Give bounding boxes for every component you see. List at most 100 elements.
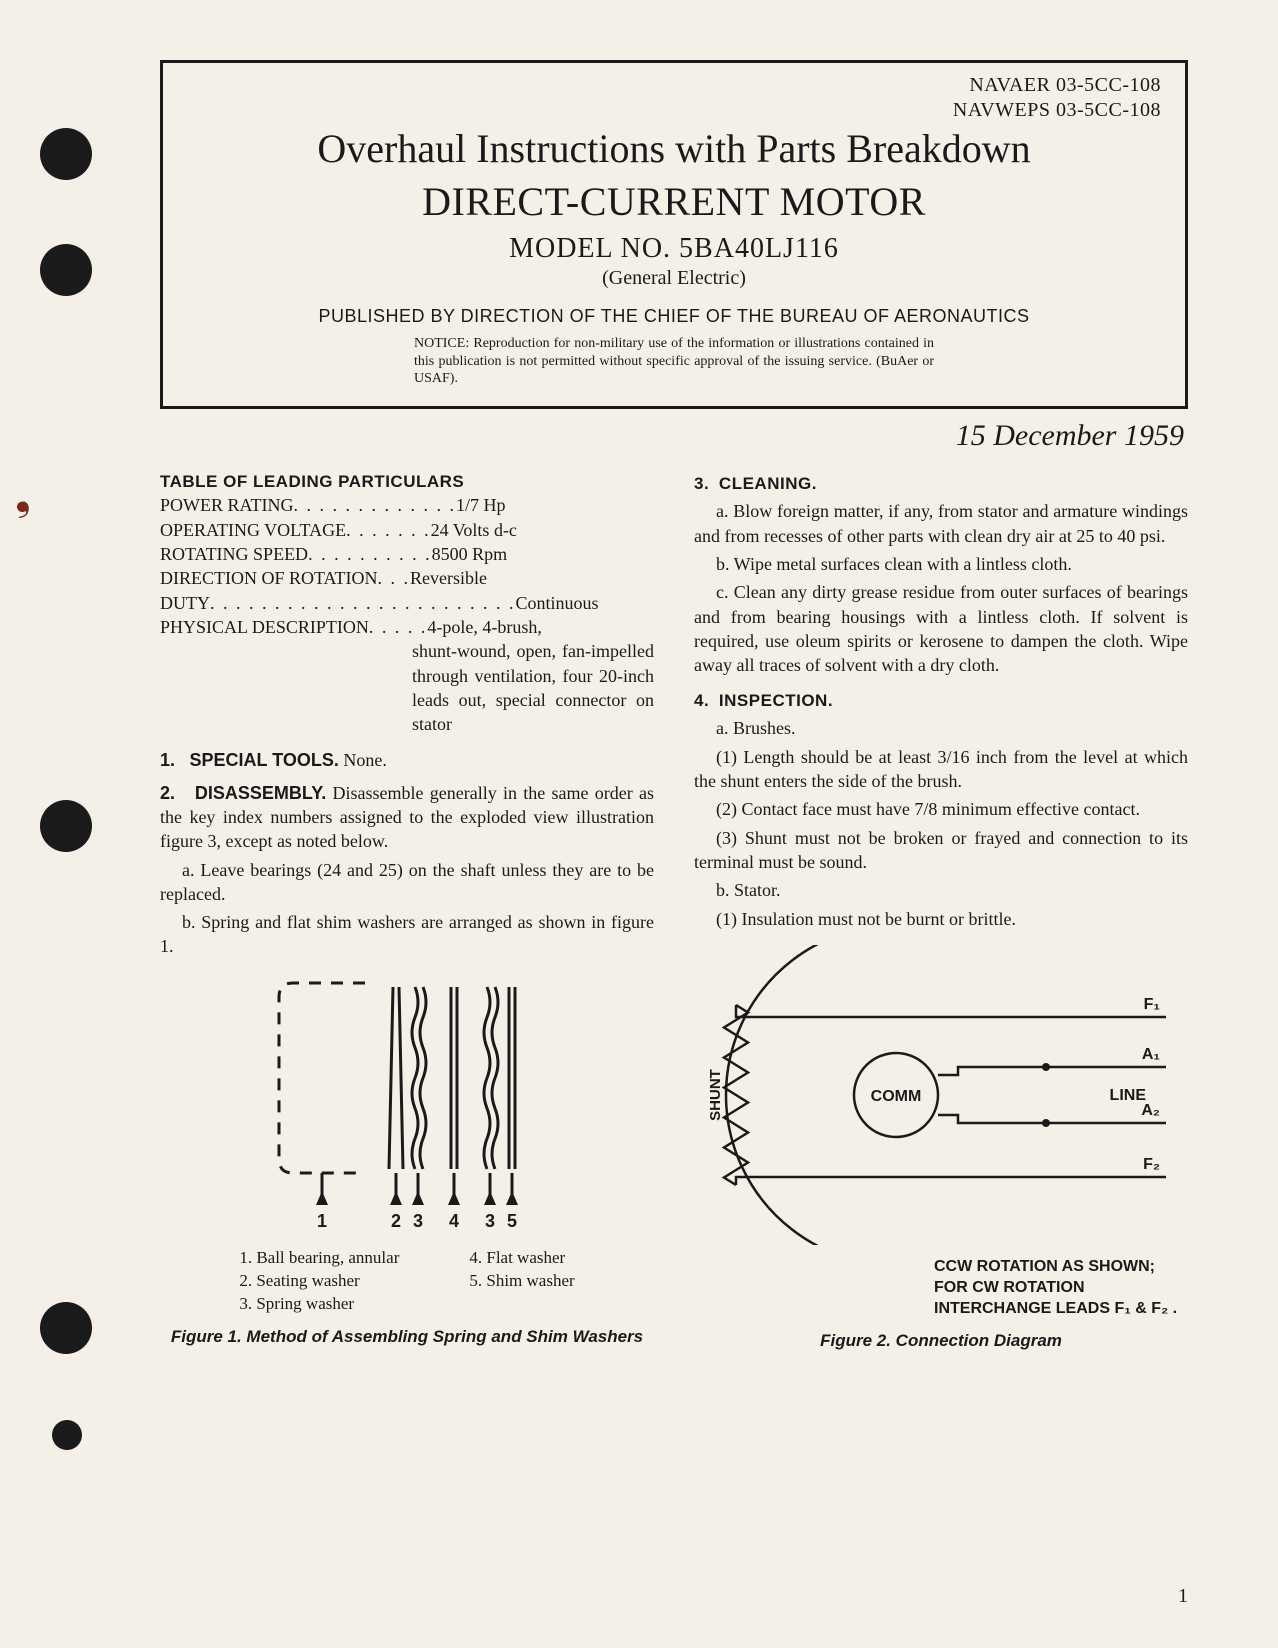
section-4: 4. INSPECTION.	[694, 688, 1188, 713]
notice-text: NOTICE: Reproduction for non-military us…	[414, 335, 934, 388]
punch-hole	[40, 800, 92, 852]
part-dots: . . . . . . . . . .	[308, 542, 432, 566]
legend-item: 4. Flat washer	[469, 1247, 574, 1270]
legend-right: 4. Flat washer5. Shim washer	[469, 1247, 574, 1316]
part-value: Continuous	[516, 591, 599, 615]
section-3: 3. CLEANING.	[694, 471, 1188, 496]
para-4b: b. Stator.	[694, 878, 1188, 902]
figure-2-svg: COMM SHUNT F₁ A₁ A₂ F₂ LINE	[706, 945, 1176, 1245]
part-dots: . . . . . . . . . . . . .	[294, 493, 457, 517]
para-4a: a. Brushes.	[694, 716, 1188, 740]
section-number: 1.	[160, 750, 175, 770]
physical-description-cont: shunt-wound, open, fan-impelled through …	[160, 639, 654, 736]
para-4b1: (1) Insulation must not be burnt or brit…	[694, 907, 1188, 931]
section-head-text: DISASSEMBLY.	[195, 783, 326, 803]
title-sub: DIRECT-CURRENT MOTOR	[187, 178, 1161, 225]
particulars-row: OPERATING VOLTAGE. . . . . . .24 Volts d…	[160, 518, 654, 542]
right-column: 3. CLEANING. a. Blow foreign matter, if …	[694, 471, 1188, 1352]
svg-text:2: 2	[391, 1211, 401, 1231]
svg-text:F₂: F₂	[1143, 1156, 1160, 1173]
svg-text:F₁: F₁	[1144, 996, 1161, 1013]
para-2b: b. Spring and flat shim washers are arra…	[160, 910, 654, 959]
legend-item: 3. Spring washer	[239, 1293, 399, 1316]
svg-text:SHUNT: SHUNT	[707, 1069, 724, 1121]
para-4a3: (3) Shunt must not be broken or frayed a…	[694, 826, 1188, 875]
legend-item: 1. Ball bearing, annular	[239, 1247, 399, 1270]
svg-text:3: 3	[485, 1211, 495, 1231]
figure-2-note: CCW ROTATION AS SHOWN; FOR CW ROTATION I…	[934, 1257, 1188, 1319]
particulars-row: ROTATING SPEED. . . . . . . . . .8500 Rp…	[160, 542, 654, 566]
figure-1: 123435 1. Ball bearing, annular2. Seatin…	[160, 973, 654, 1348]
section-head	[180, 750, 190, 770]
section-1: 1. SPECIAL TOOLS. None.	[160, 748, 654, 772]
part-value: 8500 Rpm	[432, 542, 508, 566]
part-label: POWER RATING	[160, 493, 294, 517]
date: 15 December 1959	[160, 419, 1188, 453]
left-column: TABLE OF LEADING PARTICULARS POWER RATIN…	[160, 471, 654, 1352]
part-label: OPERATING VOLTAGE	[160, 518, 346, 542]
punch-hole	[40, 1302, 92, 1354]
svg-text:COMM: COMM	[871, 1088, 922, 1105]
particulars-row: PHYSICAL DESCRIPTION. . . . .4-pole, 4-b…	[160, 615, 654, 639]
para-3c: c. Clean any dirty grease residue from o…	[694, 580, 1188, 677]
title-manufacturer: (General Electric)	[187, 267, 1161, 290]
part-label: DIRECTION OF ROTATION	[160, 566, 378, 590]
publication-line: PUBLISHED BY DIRECTION OF THE CHIEF OF T…	[187, 306, 1161, 327]
part-label: PHYSICAL DESCRIPTION	[160, 615, 369, 639]
part-dots: . . . . . . .	[346, 518, 431, 542]
particulars-row: DIRECTION OF ROTATION. . .Reversible	[160, 566, 654, 590]
legend-item: 2. Seating washer	[239, 1270, 399, 1293]
para-3b: b. Wipe metal surfaces clean with a lint…	[694, 552, 1188, 576]
punch-hole-small	[52, 1420, 82, 1450]
punch-hole	[40, 128, 92, 180]
part-value: 4-pole, 4-brush,	[427, 615, 541, 639]
section-head	[181, 783, 195, 803]
punch-hole	[40, 244, 92, 296]
body-columns: TABLE OF LEADING PARTICULARS POWER RATIN…	[160, 471, 1188, 1352]
svg-text:3: 3	[413, 1211, 423, 1231]
particulars-table: POWER RATING. . . . . . . . . . . . .1/7…	[160, 493, 654, 736]
part-value: Reversible	[410, 566, 487, 590]
para-4a2: (2) Contact face must have 7/8 minimum e…	[694, 797, 1188, 821]
svg-text:1: 1	[317, 1211, 327, 1231]
part-label: DUTY	[160, 591, 210, 615]
doc-code: NAVAER 03-5CC-108	[187, 73, 1161, 98]
title-main: Overhaul Instructions with Parts Breakdo…	[187, 125, 1161, 172]
section-head-text: SPECIAL TOOLS.	[190, 750, 339, 770]
section-number: 4.	[694, 691, 709, 710]
svg-text:5: 5	[507, 1211, 517, 1231]
para-3a: a. Blow foreign matter, if any, from sta…	[694, 499, 1188, 548]
section-head-text: CLEANING.	[719, 474, 817, 493]
figure-2: COMM SHUNT F₁ A₁ A₂ F₂ LINE CCW ROTATION AS SH…	[694, 945, 1188, 1352]
figure-2-caption: Figure 2. Connection Diagram	[694, 1330, 1188, 1352]
section-number: 2.	[160, 783, 175, 803]
svg-text:A₂: A₂	[1141, 1102, 1160, 1119]
part-dots: . . . . .	[369, 615, 428, 639]
page-number: 1	[1178, 1585, 1188, 1608]
svg-text:4: 4	[449, 1211, 459, 1231]
figure-1-legend: 1. Ball bearing, annular2. Seating washe…	[160, 1247, 654, 1316]
legend-left: 1. Ball bearing, annular2. Seating washe…	[239, 1247, 399, 1316]
paper-mark: ❟	[10, 471, 40, 530]
doc-code: NAVWEPS 03-5CC-108	[187, 98, 1161, 123]
particulars-row: POWER RATING. . . . . . . . . . . . .1/7…	[160, 493, 654, 517]
figure-1-caption: Figure 1. Method of Assembling Spring an…	[160, 1326, 654, 1348]
svg-text:LINE: LINE	[1110, 1087, 1147, 1104]
figure-1-svg: 123435	[257, 973, 557, 1233]
legend-item: 5. Shim washer	[469, 1270, 574, 1293]
section-head-text: INSPECTION.	[719, 691, 833, 710]
svg-text:A₁: A₁	[1142, 1046, 1161, 1063]
part-label: ROTATING SPEED	[160, 542, 308, 566]
particulars-row: DUTY. . . . . . . . . . . . . . . . . . …	[160, 591, 654, 615]
para-2a: a. Leave bearings (24 and 25) on the sha…	[160, 858, 654, 907]
part-value: 24 Volts d-c	[431, 518, 517, 542]
page: ❟ NAVAER 03-5CC-108 NAVWEPS 03-5CC-108 O…	[0, 0, 1278, 1648]
para-4a1: (1) Length should be at least 3/16 inch …	[694, 745, 1188, 794]
header-box: NAVAER 03-5CC-108 NAVWEPS 03-5CC-108 Ove…	[160, 60, 1188, 409]
particulars-heading: TABLE OF LEADING PARTICULARS	[160, 471, 654, 494]
section-number: 3.	[694, 474, 709, 493]
section-body: None.	[339, 750, 387, 770]
part-dots: . . . . . . . . . . . . . . . . . . . . …	[210, 591, 516, 615]
part-dots: . . .	[378, 566, 411, 590]
part-value: 1/7 Hp	[456, 493, 506, 517]
